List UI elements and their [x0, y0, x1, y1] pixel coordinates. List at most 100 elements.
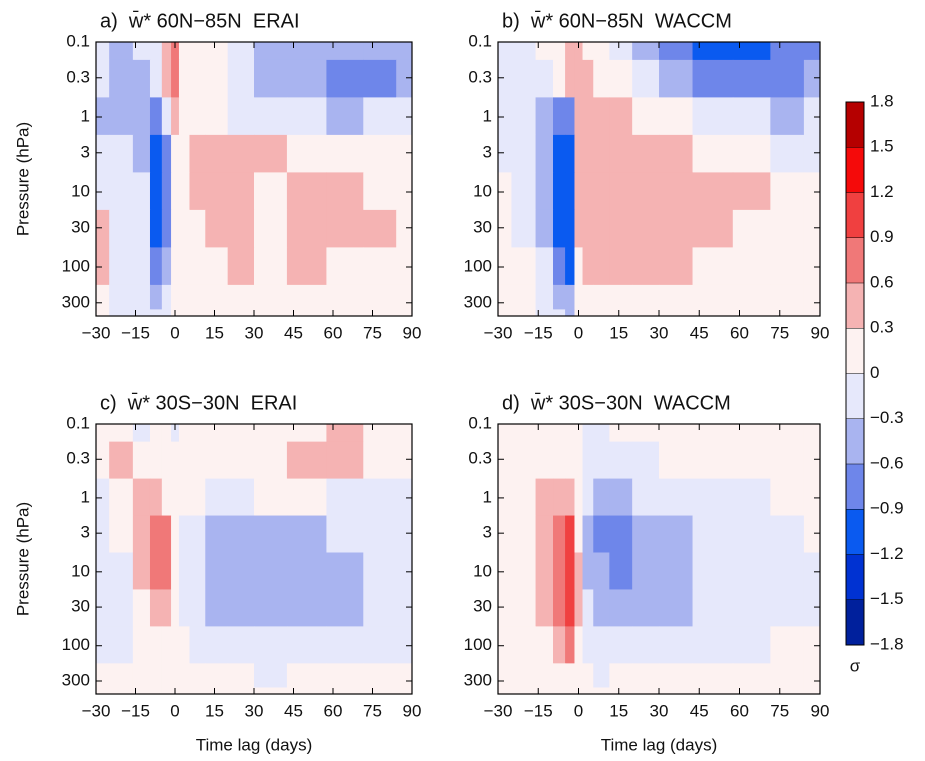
y-tick-label: 1	[81, 106, 90, 125]
contour-cell	[149, 59, 163, 98]
contour-cell	[132, 552, 151, 590]
contour-cell	[149, 552, 163, 590]
contour-cell	[770, 284, 805, 310]
contour-cell	[109, 515, 134, 553]
contour-cell	[803, 515, 821, 553]
contour-cell	[189, 97, 206, 136]
contour-cell	[593, 134, 610, 173]
contour-cell	[161, 247, 172, 286]
contour-cell	[205, 59, 229, 98]
contour-cell	[609, 42, 633, 61]
contour-cell	[96, 441, 110, 480]
contour-cell	[632, 309, 660, 317]
contour-cell	[396, 589, 413, 627]
contour-cell	[205, 663, 229, 688]
contour-cell	[363, 687, 397, 695]
contour-cell	[109, 589, 134, 627]
contour-cell	[109, 626, 134, 664]
contour-cell	[535, 309, 554, 317]
y-tick-label: 3	[483, 523, 492, 542]
contour-cell	[227, 209, 255, 248]
contour-cell	[582, 626, 594, 664]
contour-cell	[511, 309, 537, 317]
contour-cell	[109, 424, 134, 443]
contour-cell	[593, 441, 610, 480]
contour-cell	[171, 663, 180, 688]
colorbar-title: σ	[850, 656, 861, 675]
contour-cell	[363, 284, 397, 310]
contour-cell	[803, 626, 821, 664]
contour-cell	[363, 59, 397, 98]
contour-cell	[593, 478, 610, 517]
contour-cell	[109, 59, 134, 98]
x-tick-label: −15	[524, 701, 553, 720]
y-tick-label: 100	[62, 256, 90, 275]
contour-cell	[553, 97, 566, 136]
contour-cell	[498, 515, 512, 553]
x-tick-label: 90	[811, 323, 830, 342]
contour-cell	[803, 172, 821, 211]
contour-cell	[692, 97, 734, 136]
contour-cell	[363, 42, 397, 61]
contour-cell	[692, 515, 734, 553]
contour-cell	[326, 441, 364, 480]
contour-cell	[498, 589, 512, 627]
contour-cell	[770, 478, 805, 517]
contour-cell	[593, 687, 610, 695]
contour-cell	[498, 552, 512, 590]
y-axis-label: Pressure (hPa)	[13, 122, 32, 236]
contour-cell	[498, 478, 512, 517]
contour-cell	[565, 97, 575, 136]
contour-cell	[732, 172, 771, 211]
contour-cell	[732, 687, 771, 695]
contour-cell	[692, 626, 734, 664]
contour-cell	[363, 309, 397, 317]
contour-cell	[692, 59, 734, 98]
y-axis-label: Pressure (hPa)	[13, 502, 32, 616]
contour-cell	[96, 172, 110, 211]
x-tick-label: 30	[650, 701, 669, 720]
colorbar-band	[846, 192, 864, 238]
contour-cell	[286, 134, 327, 173]
contour-cell	[286, 687, 327, 695]
x-tick-label: −30	[82, 701, 111, 720]
contour-cell	[171, 172, 180, 211]
contour-cell	[189, 309, 206, 317]
contour-cell	[178, 515, 190, 553]
contour-cell	[227, 309, 255, 317]
contour-cell	[732, 478, 771, 517]
contour-cell	[286, 284, 327, 310]
contour-cell	[96, 424, 110, 443]
contour-cell	[171, 97, 180, 136]
contour-cell	[396, 284, 413, 310]
contour-cell	[593, 97, 610, 136]
x-tick-label: 15	[609, 701, 628, 720]
contour-cell	[770, 42, 805, 61]
contour-cell	[189, 687, 206, 695]
contour-cell	[326, 552, 364, 590]
contour-cell	[178, 424, 190, 443]
colorbar-band	[846, 102, 864, 148]
contour-cell	[770, 441, 805, 480]
contour-cell	[632, 589, 660, 627]
contour-cell	[535, 134, 554, 173]
contour-cell	[132, 424, 151, 443]
contour-cell	[363, 626, 397, 664]
colorbar-label: −0.6	[870, 453, 904, 472]
contour-cell	[132, 59, 151, 98]
contour-cell	[109, 309, 134, 317]
contour-cell	[632, 478, 660, 517]
contour-cell	[96, 552, 110, 590]
panel-title: c) w̄* 30S−30N ERAI	[100, 391, 297, 414]
contour-cell	[96, 589, 110, 627]
contour-cell	[632, 209, 660, 248]
contour-cell	[770, 59, 805, 98]
contour-cell	[132, 663, 151, 688]
contour-cell	[363, 552, 397, 590]
x-axis-label: Time lag (days)	[601, 735, 718, 754]
contour-cell	[498, 284, 512, 310]
contour-cell	[189, 247, 206, 286]
contour-cell	[732, 589, 771, 627]
contour-cell	[205, 134, 229, 173]
colorbar-band	[846, 373, 864, 419]
